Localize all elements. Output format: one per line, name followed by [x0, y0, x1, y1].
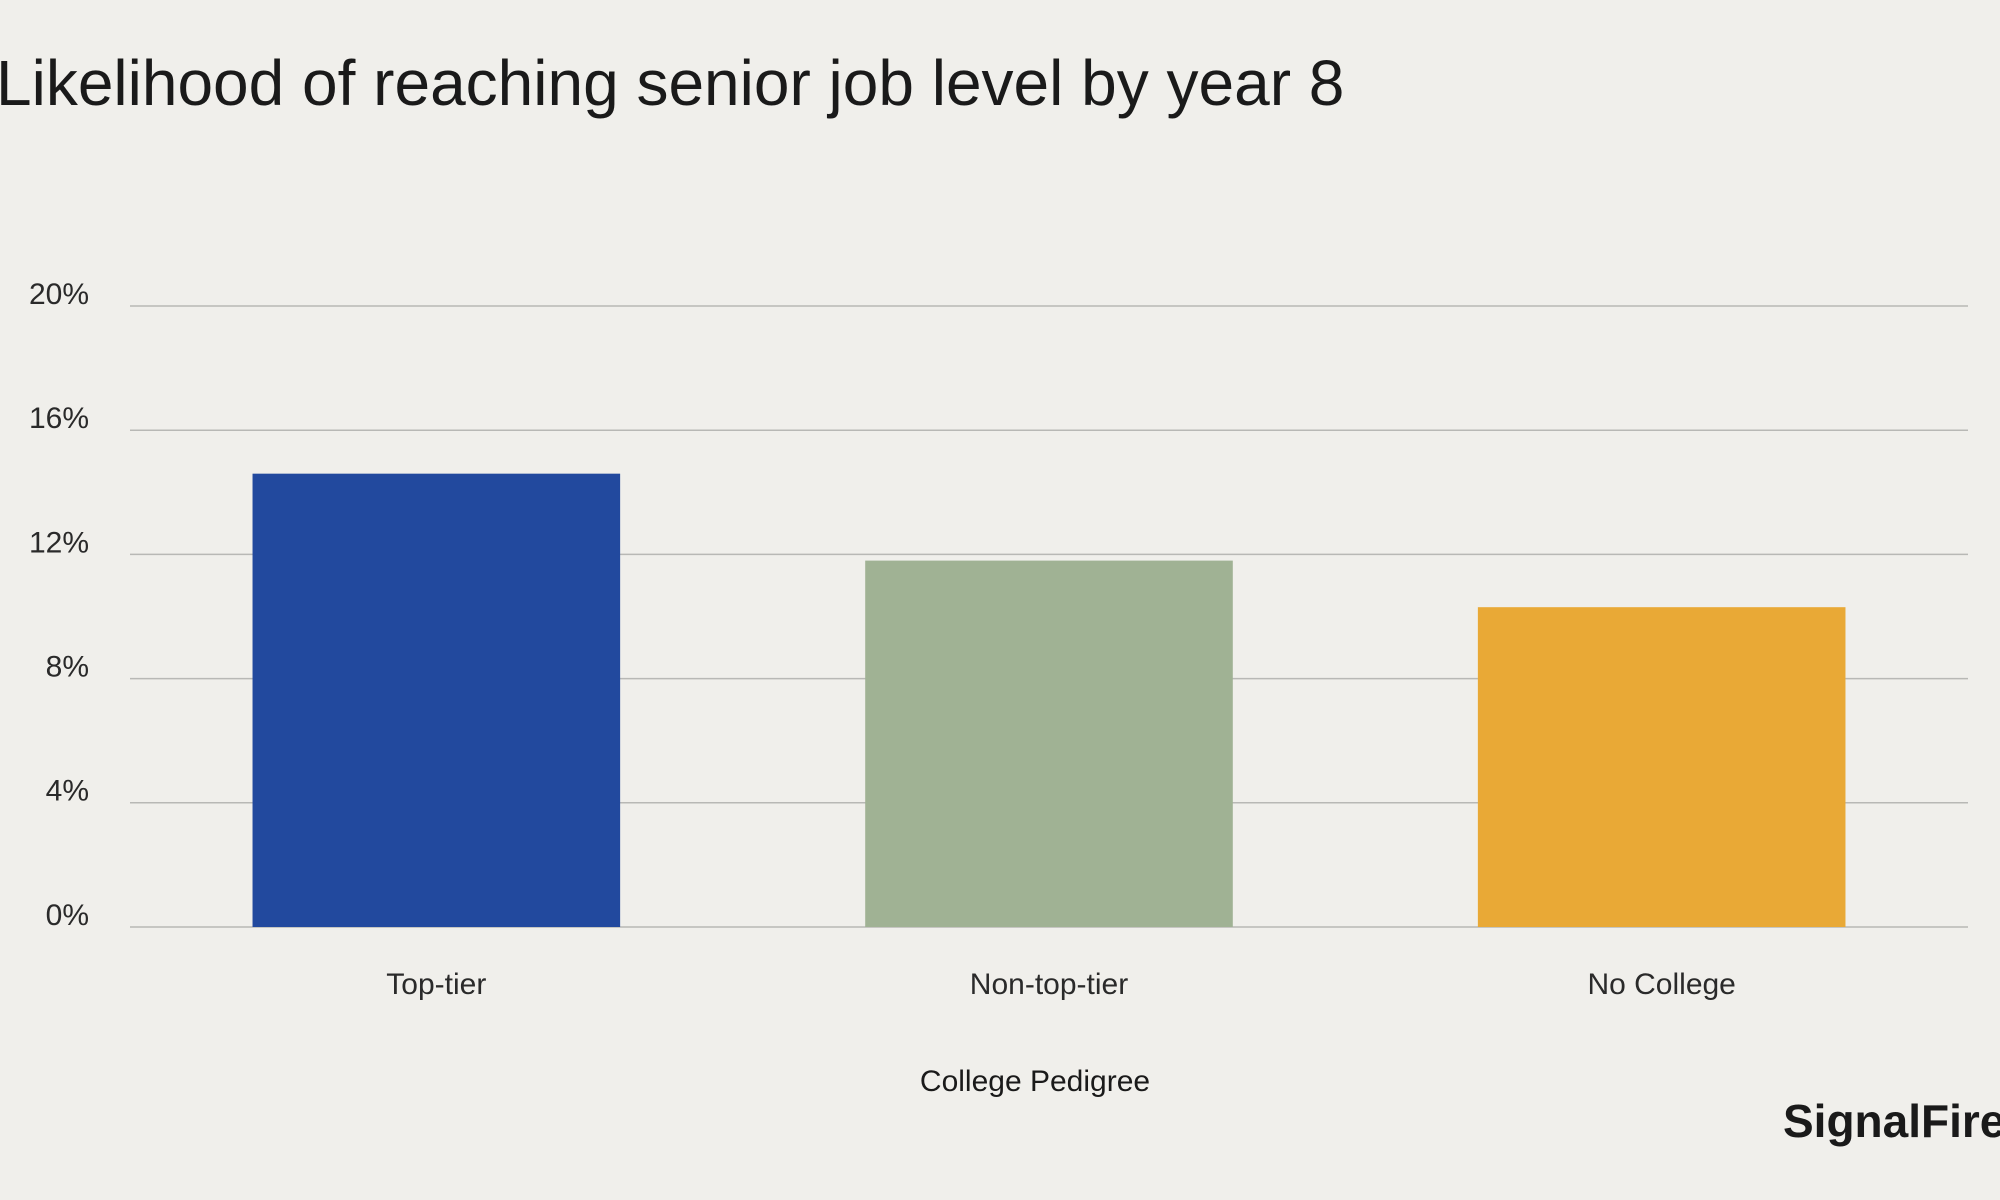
brand-text: SignalFire: [1783, 1095, 2000, 1147]
y-tick-label: 20%: [29, 278, 89, 311]
x-axis-label: College Pedigree: [920, 1065, 1150, 1098]
x-tick-label: No College: [1587, 968, 1735, 1001]
bar: [1477, 607, 1846, 927]
y-tick-label: 0%: [46, 899, 89, 932]
y-tick-label: 8%: [46, 651, 89, 684]
y-tick-label: 4%: [46, 775, 89, 808]
y-tick-label: 16%: [29, 402, 89, 435]
bar: [865, 560, 1233, 927]
x-tick-label: Non-top-tier: [970, 968, 1128, 1001]
chart-title: Likelihood of reaching senior job level …: [0, 47, 1344, 119]
brand-logo: SignalFire: [1783, 1095, 2000, 1147]
y-tick-label: 12%: [29, 526, 89, 559]
x-tick-label: Top-tier: [386, 968, 486, 1001]
bar: [252, 473, 621, 927]
